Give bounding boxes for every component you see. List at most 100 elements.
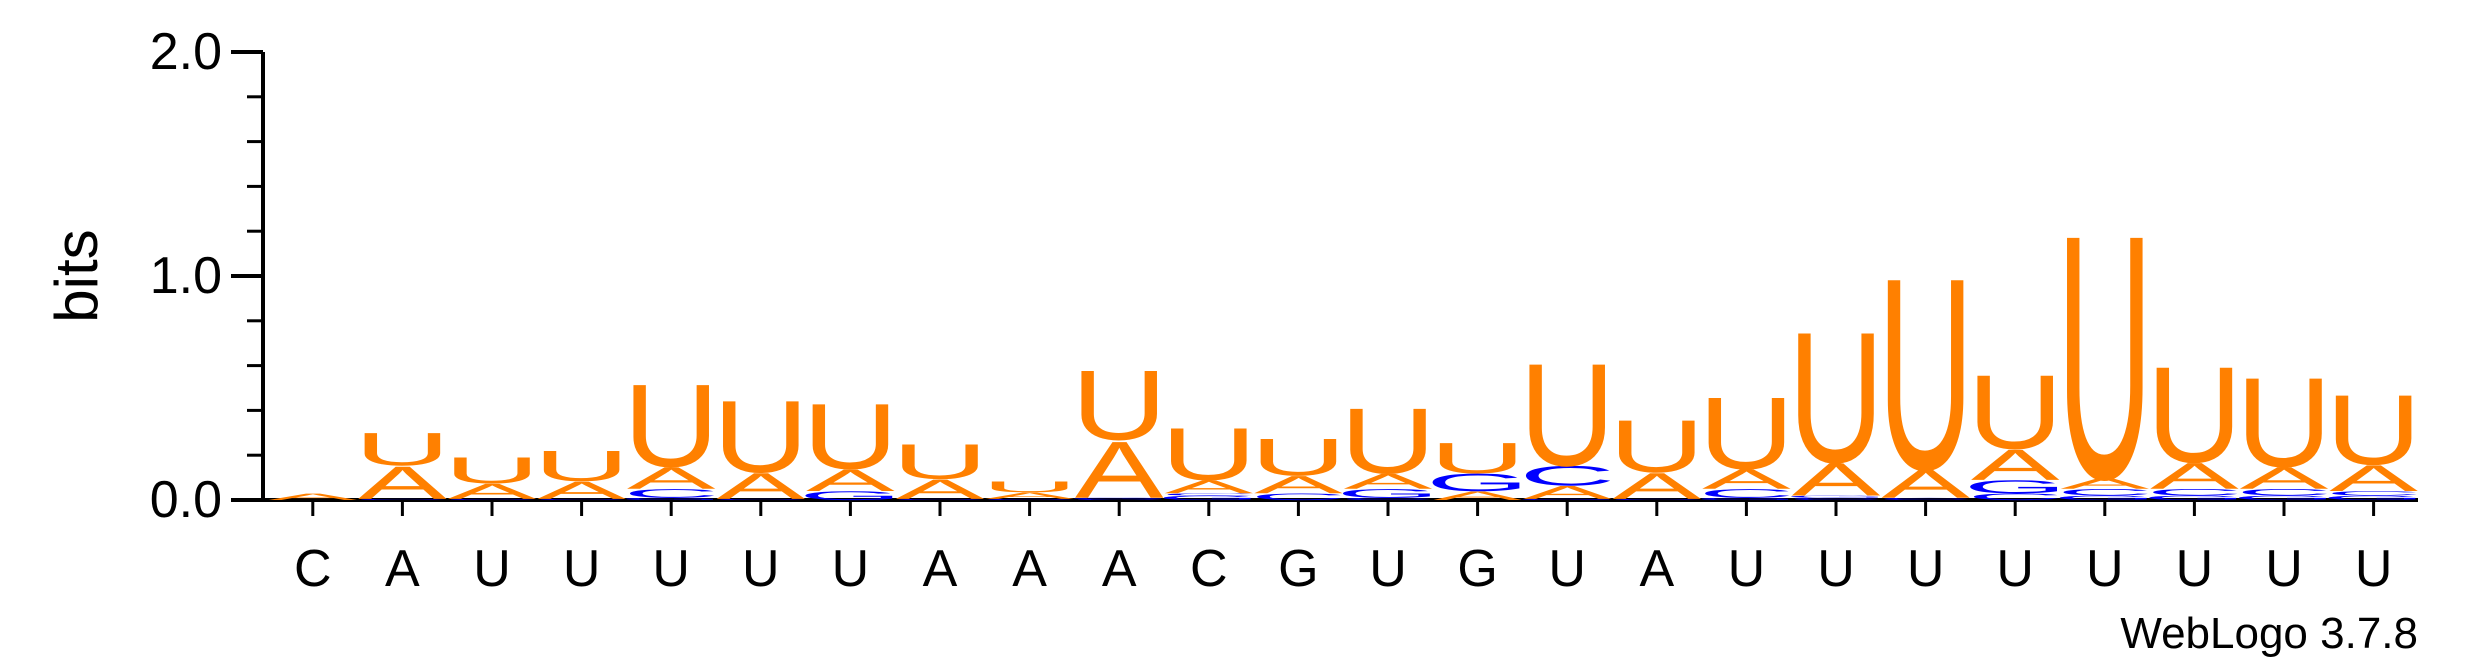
logo-letter-A: A <box>1075 425 1164 515</box>
logo-stack: CAU <box>534 441 630 504</box>
logo-letter-C: C <box>444 499 540 501</box>
logo-letter-A: A <box>2150 455 2239 497</box>
logo-letter-G: G <box>1157 494 1260 501</box>
logo-letter-C: C <box>1340 497 1436 500</box>
logo-letter-U: U <box>2146 338 2242 491</box>
logo-letter-A: A <box>1433 489 1522 503</box>
logo-letter-A: A <box>716 465 805 507</box>
weblogo-credit: WebLogo 3.7.8 <box>2120 609 2418 658</box>
logo-letter-A: A <box>985 490 1074 500</box>
logo-letter-U: U <box>1071 350 1167 461</box>
logo-letter-U: U <box>713 380 809 495</box>
x-tick-label: U <box>1907 540 1945 598</box>
logo-letter-A: A <box>1523 482 1613 503</box>
x-tick-label: A <box>1012 540 1047 598</box>
logo-letter-A: A <box>1344 469 1433 493</box>
logo-letter-C: C <box>1161 493 1257 496</box>
logo-letter-A: A <box>448 479 537 503</box>
logo-stack: A <box>268 492 357 502</box>
logo-letter-A: A <box>1971 440 2060 489</box>
logo-stack: CAU <box>444 450 540 504</box>
logo-letter-U: U <box>1698 376 1794 491</box>
x-tick-label: U <box>473 540 511 598</box>
logo-letter-G: G <box>2053 494 2156 501</box>
x-tick-label: G <box>1457 540 1497 598</box>
logo-letter-A: A <box>537 477 626 505</box>
logo-letter-C: C <box>2057 487 2153 497</box>
logo-letter-U: U <box>1967 353 2063 471</box>
logo-letter-A: A <box>1612 465 1701 507</box>
logo-stack: CAU <box>1250 428 1346 502</box>
logo-letter-U: U <box>1250 428 1346 487</box>
logo-letter-U: U <box>1788 294 1884 502</box>
logo-stack: CAU <box>982 478 1078 501</box>
logo-letter-A: A <box>1702 464 1791 495</box>
logo-stack: CAU <box>354 424 450 510</box>
logo-letter-A: A <box>268 492 357 502</box>
x-tick-label: A <box>1102 540 1137 598</box>
logo-letter-U: U <box>623 359 719 491</box>
x-tick-label: U <box>832 540 870 598</box>
logo-letter-C: C <box>1698 487 1794 501</box>
logo-letter-C: C <box>2146 487 2242 497</box>
logo-letter-U: U <box>2236 351 2332 494</box>
x-tick-label: U <box>2086 540 2124 598</box>
x-ticks <box>311 500 2376 516</box>
logo-letter-U: U <box>534 441 630 490</box>
x-tick-label: A <box>385 540 420 598</box>
logo-letter-U: U <box>444 450 540 492</box>
logo-letter-C: C <box>1788 497 1884 500</box>
logo-stack: CAU <box>892 434 988 505</box>
logo-letter-U: U <box>892 434 988 490</box>
logo-letter-G: G <box>1695 497 1798 500</box>
logo-letter-A: A <box>1881 461 1970 506</box>
logo-letter-G: G <box>619 497 722 500</box>
logo-letter-U: U <box>1878 221 1974 528</box>
logo-letter-G: G <box>2232 494 2335 501</box>
x-tick-label: U <box>2355 540 2393 598</box>
x-tick-label: U <box>742 540 780 598</box>
x-tick-label: A <box>923 540 958 598</box>
logo-letter-U: U <box>1519 332 1615 496</box>
x-tick-label: C <box>294 540 332 598</box>
x-tick-label: C <box>1190 540 1228 598</box>
logo-letter-G: G <box>1963 477 2066 498</box>
logo-letter-C: C <box>982 499 1078 501</box>
logo-letter-A: A <box>1792 454 1881 506</box>
logo-letter-C: C <box>623 487 719 501</box>
logo-letter-A: A <box>358 457 447 509</box>
logo-letter-U: U <box>354 424 450 476</box>
logo-letter-U: U <box>2326 374 2422 485</box>
x-tick-label: U <box>1548 540 1586 598</box>
logo-letter-U: U <box>1340 389 1436 493</box>
logo-letter-G: G <box>799 489 902 503</box>
logo-letter-G: G <box>2322 494 2425 501</box>
y-tick-label-1: 1.0 <box>150 247 222 305</box>
x-tick-label: G <box>1278 540 1318 598</box>
logo-letter-G: G <box>1515 499 1618 501</box>
logo-letter-C: C <box>1967 492 2063 502</box>
logo-letter-C: C <box>2236 487 2332 497</box>
y-tick-label-0: 0.0 <box>150 471 222 529</box>
logo-letter-C: C <box>2326 490 2422 497</box>
logo-letter-C: C <box>1609 499 1705 501</box>
logo-letter-G: G <box>1426 469 1529 497</box>
logo-letter-U: U <box>1430 434 1526 483</box>
logo-letter-G: G <box>1336 487 1439 501</box>
logo-letter-U: U <box>982 478 1078 495</box>
x-tick-label: U <box>1369 540 1407 598</box>
logo-stack: CAU <box>1878 221 1974 528</box>
logo-letter-G: G <box>1067 497 1170 499</box>
logo-stack: CAU <box>1609 404 1705 507</box>
y-axis-label: bits <box>43 229 110 322</box>
